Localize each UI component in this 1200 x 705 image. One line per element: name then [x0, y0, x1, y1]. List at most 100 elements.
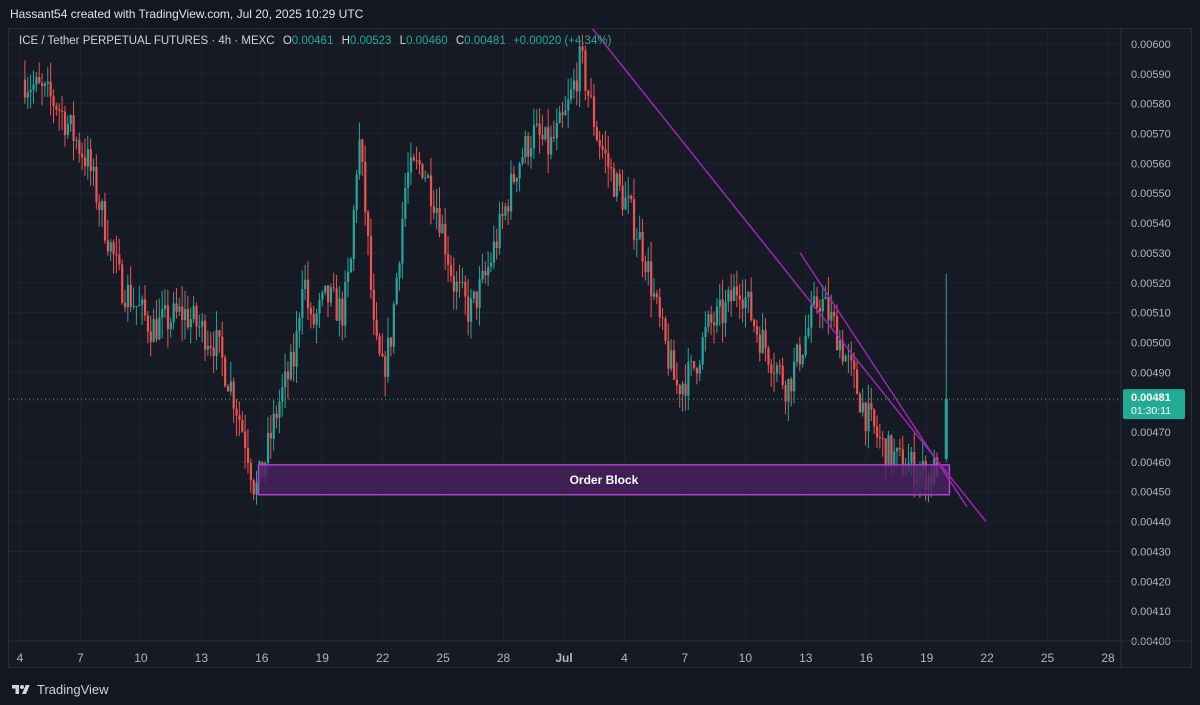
candle-body [521, 157, 524, 164]
candle-body [298, 317, 301, 331]
y-tick-label: 0.00460 [1131, 457, 1171, 469]
candle-body [464, 282, 467, 297]
candle-body [810, 305, 813, 328]
symbol-name[interactable]: ICE / Tether PERPETUAL FUTURES · 4h · ME… [19, 35, 275, 47]
candle-body [830, 311, 833, 321]
candle-body [129, 284, 132, 307]
y-tick-label: 0.00430 [1131, 546, 1171, 558]
candle-body [95, 166, 98, 203]
candle-body [49, 81, 52, 97]
candle-body [804, 335, 807, 355]
candle-body [873, 409, 876, 427]
candle-body [135, 305, 138, 307]
candle-body [86, 149, 89, 167]
tradingview-brand[interactable]: TradingView [10, 677, 109, 703]
candle-body [635, 239, 639, 241]
x-tick-label: 4 [17, 651, 24, 665]
y-tick-label: 0.00400 [1131, 636, 1171, 648]
candle-body [81, 153, 84, 158]
candle-body [266, 432, 270, 464]
candle-body [387, 337, 390, 377]
candle-body [23, 79, 27, 98]
candle-body [252, 480, 255, 495]
candle-body [718, 299, 721, 307]
candle-body [46, 81, 49, 84]
price-chart[interactable]: 0.00400 0.00410 0.00420 0.00430 0.00440 0.004… [9, 29, 1192, 668]
candle-body [661, 317, 664, 319]
candle-body [246, 448, 250, 463]
candle-body [212, 347, 215, 356]
candle-body [790, 378, 793, 392]
candle-body [532, 124, 536, 149]
candle-body [735, 286, 739, 296]
candle-body [41, 83, 44, 87]
candle-body [335, 288, 338, 321]
y-tick-label: 0.00440 [1131, 517, 1171, 529]
trendline [591, 29, 987, 523]
close-label: C [455, 35, 465, 47]
candle-body [35, 77, 38, 85]
x-tick-label: 4 [621, 651, 628, 665]
candle-body [610, 167, 613, 169]
candle-body [744, 297, 747, 309]
candle-body [861, 402, 864, 413]
x-tick-label: 7 [77, 651, 84, 665]
candle-body [201, 320, 204, 327]
candle-body [141, 299, 144, 305]
candle-body [381, 353, 384, 357]
high-label: H [341, 35, 350, 47]
candle-body [558, 112, 561, 123]
candle-body [601, 146, 604, 150]
x-tick-label: 28 [1101, 651, 1115, 665]
candle-body [704, 326, 707, 338]
candles [23, 34, 939, 505]
y-tick-label: 0.00600 [1131, 39, 1171, 51]
candle-body [675, 379, 679, 386]
candle-body [612, 168, 616, 197]
candle-body [652, 293, 656, 297]
candle-body [713, 322, 716, 326]
candle-body [438, 208, 441, 234]
candle-body [855, 369, 859, 394]
x-tick-label: 13 [195, 651, 209, 665]
candle-body [324, 285, 327, 293]
candle-body [281, 387, 284, 402]
candle-body [727, 290, 730, 302]
candle-body [306, 279, 310, 309]
candle-body [175, 303, 178, 312]
candle-body [72, 115, 75, 141]
high-value: 0.00523 [349, 35, 392, 47]
candle-body [32, 84, 35, 91]
candle-body [498, 213, 501, 248]
candle-body [721, 299, 724, 324]
chart-background [9, 29, 1191, 667]
candle-body [827, 297, 830, 321]
candle-body [415, 160, 418, 162]
candle-body [106, 240, 110, 252]
order-block-label: Order Block [570, 473, 639, 487]
candle-body [658, 297, 661, 318]
candle-body [896, 447, 899, 452]
candle-body [584, 50, 587, 91]
candle-body [690, 360, 693, 362]
candle-body [667, 340, 670, 369]
candle-body [833, 311, 836, 317]
candle-body [655, 293, 659, 298]
candle-body [61, 110, 64, 112]
candle-body [138, 304, 141, 306]
candle-body [155, 319, 158, 340]
candle-body [773, 373, 776, 375]
candle-body [853, 360, 856, 370]
candle-body [63, 111, 67, 135]
candle-body [224, 357, 227, 386]
candle-body [641, 232, 644, 262]
candle-body [235, 408, 238, 416]
candle-body [484, 270, 487, 276]
symbol-legend: ICE / Tether PERPETUAL FUTURES · 4h · ME… [19, 35, 611, 47]
candle-body [595, 127, 598, 141]
candle-body [221, 336, 224, 358]
candle-body [367, 212, 370, 237]
candle-body [750, 291, 753, 320]
candle-body [186, 309, 190, 328]
candle-body [384, 356, 387, 377]
